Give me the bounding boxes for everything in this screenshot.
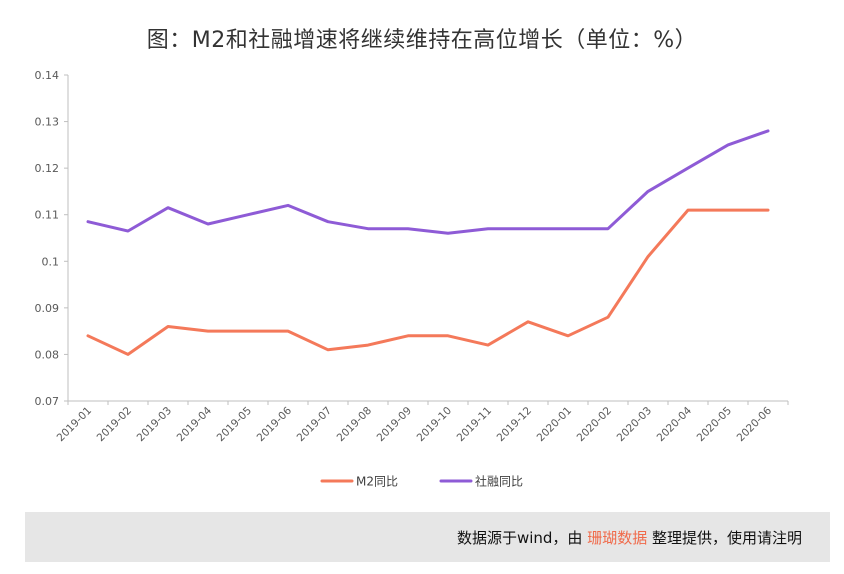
series-line-social-financing: [86, 129, 770, 235]
series-line-m2: [86, 208, 770, 356]
x-tick-label: 2019-05: [215, 405, 255, 445]
x-tick-label: 2019-11: [455, 405, 495, 445]
source-suffix: 整理提供，使用请注明: [647, 528, 802, 547]
x-tick-label: 2019-08: [335, 405, 375, 445]
x-tick-label: 2019-01: [55, 405, 95, 445]
y-axis-ticks: 0.07 0.08 0.09 0.1 0.11 0.12 0.13 0.14: [35, 69, 68, 408]
x-tick-label: 2020-04: [655, 404, 695, 444]
legend-label: 社融同比: [475, 474, 523, 489]
line-chart: 0.070.080.090.10.110.120.130.14 2019-01 2…: [35, 69, 789, 489]
x-axis-ticks: 2019-01 2019-02 2019-03 2019-04 2019-05 2019-…: [55, 401, 789, 445]
y-tick-label: 0.12: [35, 162, 60, 175]
x-tick-label: 2019-07: [295, 405, 335, 445]
x-tick-label: 2019-06: [255, 404, 295, 444]
x-tick-label: 2019-04: [175, 404, 215, 444]
y-tick-label: 0.14: [35, 69, 60, 82]
x-tick-label: 2020-01: [535, 405, 575, 445]
source-footer: 数据源于wind，由 珊瑚数据 整理提供，使用请注明: [25, 512, 830, 562]
x-tick-label: 2019-12: [495, 405, 535, 445]
axes: [67, 75, 788, 402]
x-tick-label: 2020-02: [575, 405, 615, 445]
x-tick-label: 2019-03: [135, 405, 175, 445]
x-tick-label: 2019-10: [415, 405, 455, 445]
y-tick-label: 0.07: [35, 395, 60, 408]
y-tick-label: 0.08: [35, 348, 60, 361]
legend-label: M2同比: [356, 475, 398, 489]
chart-title: 图：M2和社融增速将继续维持在高位增长（单位：%）: [146, 28, 698, 53]
y-tick-label: 0.11: [35, 209, 60, 222]
x-tick-label: 2020-05: [695, 405, 735, 445]
x-tick-label: 2019-02: [95, 405, 135, 445]
series-lines: [86, 129, 770, 356]
x-tick-label: 2019-09: [375, 405, 415, 445]
x-tick-label: 2020-06: [735, 404, 775, 444]
brand-name: 珊瑚数据: [587, 528, 648, 547]
y-tick-label: 0.13: [35, 116, 60, 129]
y-tick-label: 0.09: [35, 302, 60, 315]
source-prefix: 数据源于wind，由: [456, 528, 588, 547]
y-tick-label: 0.1: [42, 255, 60, 268]
x-tick-label: 2020-03: [615, 405, 655, 445]
legend: M2同比 社融同比: [320, 474, 523, 489]
